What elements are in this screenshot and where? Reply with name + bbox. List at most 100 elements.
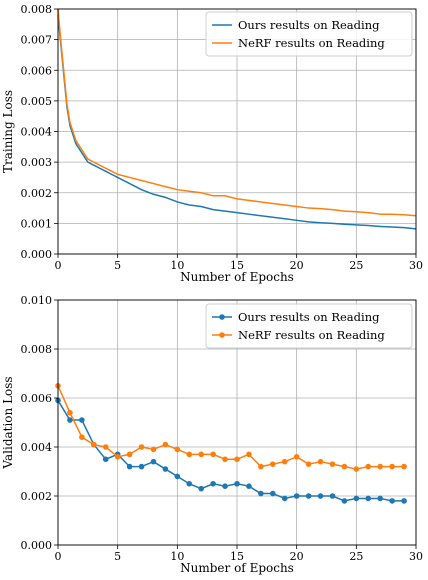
legend-label-1: NeRF results on Reading — [238, 36, 385, 50]
y-tick-label-3: 0.006 — [21, 392, 53, 405]
y-tick-label-8: 0.008 — [21, 3, 53, 16]
series-1-point-16 — [246, 451, 252, 458]
y-tick-label-4: 0.008 — [21, 343, 53, 356]
x-tick-label-6: 30 — [409, 259, 423, 272]
series-1-point-12 — [198, 451, 204, 458]
series-0-point-29 — [401, 498, 407, 504]
series-1-point-21 — [305, 461, 312, 467]
series-1-point-9 — [162, 441, 169, 448]
x-tick-label-6: 30 — [409, 550, 423, 563]
series-1-point-20 — [293, 454, 300, 460]
series-1-point-19 — [281, 458, 288, 465]
series-0-point-1 — [67, 417, 73, 423]
x-tick-label-4: 20 — [290, 259, 304, 272]
y-tick-label-3: 0.003 — [21, 156, 53, 169]
legend: Ours results on Reading NeRF results on R… — [205, 303, 413, 349]
y-tick-label-0: 0.000 — [21, 539, 53, 552]
series-0-point-6 — [126, 463, 133, 470]
y-tick-label-7: 0.007 — [21, 34, 53, 47]
y-tick-label-4: 0.004 — [21, 126, 53, 139]
series-0-point-26 — [365, 495, 372, 502]
y-tick-label-1: 0.001 — [21, 217, 53, 230]
series-0-point-15 — [234, 480, 240, 487]
series-0-point-7 — [138, 463, 145, 470]
series-0-point-11 — [186, 480, 193, 487]
x-axis-label: Number of Epochs — [180, 561, 294, 575]
y-axis-label: Training Loss — [1, 90, 15, 173]
series-0-point-13 — [210, 480, 216, 487]
series-line-1 — [57, 8, 417, 217]
y-axis-label: Validation Loss — [1, 376, 15, 469]
series-1-point-7 — [138, 444, 145, 450]
legend-marker-1 — [219, 332, 225, 338]
series-0-point-16 — [246, 483, 252, 490]
legend-label-0: Ours results on Reading — [238, 310, 380, 324]
series-1-point-17 — [258, 463, 264, 470]
series-1-point-3 — [91, 441, 97, 448]
series-0-point-14 — [222, 483, 228, 490]
y-tick-label-5: 0.005 — [21, 95, 53, 108]
series-1-point-13 — [210, 451, 216, 458]
series-0-point-19 — [281, 495, 288, 502]
x-tick-label-4: 20 — [290, 550, 304, 563]
series-1-point-22 — [317, 458, 324, 465]
y-tick-label-2: 0.002 — [21, 187, 53, 200]
series-0-point-12 — [198, 485, 204, 492]
series-1-point-6 — [126, 451, 133, 458]
legend-box — [205, 303, 413, 349]
series-0-point-2 — [79, 417, 85, 423]
series-1-point-25 — [353, 466, 360, 472]
y-tick-label-0: 0.000 — [21, 248, 53, 261]
legend-label-0: Ours results on Reading — [238, 18, 380, 32]
series-1-point-27 — [377, 463, 384, 470]
series-1-point-24 — [341, 463, 348, 470]
series-1-point-11 — [186, 451, 193, 458]
series-0-point-25 — [353, 495, 360, 502]
x-tick-label-1: 5 — [114, 259, 121, 272]
series-1-point-18 — [270, 461, 276, 467]
series-0-point-18 — [270, 490, 276, 497]
series-1-point-26 — [365, 463, 372, 470]
x-tick-label-5: 25 — [349, 259, 363, 272]
series-0-point-28 — [389, 498, 395, 504]
series-1-point-28 — [389, 463, 395, 470]
series-1-point-8 — [150, 446, 157, 453]
series-0-point-4 — [102, 456, 109, 463]
series-1-point-1 — [67, 409, 73, 416]
series-0-point-17 — [258, 490, 264, 497]
x-tick-label-0: 0 — [55, 259, 62, 272]
legend-box — [205, 11, 413, 57]
y-tick-label-1: 0.002 — [21, 490, 53, 503]
series-0-point-20 — [293, 493, 300, 499]
series-0-point-9 — [162, 466, 169, 472]
legend-marker-0 — [219, 314, 225, 320]
x-tick-label-2: 10 — [170, 259, 184, 272]
series-1-point-4 — [102, 444, 109, 450]
series-1-point-14 — [222, 456, 228, 463]
series-1-point-29 — [401, 463, 407, 470]
series-0-point-24 — [341, 498, 348, 504]
series-1-point-2 — [79, 434, 85, 441]
x-axis-label: Number of Epochs — [180, 270, 294, 284]
x-tick-label-3: 15 — [230, 550, 244, 563]
series-0-point-8 — [150, 458, 157, 465]
y-tick-label-6: 0.006 — [21, 64, 53, 77]
y-tick-label-5: 0.010 — [21, 294, 53, 307]
series-1-point-5 — [114, 454, 121, 460]
series-1-point-10 — [174, 446, 181, 453]
validation-loss-chart: 0 5 10 15 20 25 30 0.000 0.002 0.004 0.006 0.008 0.0… — [1, 294, 423, 575]
legend: Ours results on Reading NeRF results on R… — [205, 11, 413, 57]
series-0-point-23 — [329, 493, 336, 499]
x-tick-label-2: 10 — [170, 550, 184, 563]
series-0-point-10 — [174, 473, 181, 480]
x-tick-label-0: 0 — [55, 550, 62, 563]
x-tick-label-1: 5 — [114, 550, 121, 563]
series-0-point-27 — [377, 495, 384, 502]
training-loss-chart: 0 5 10 15 20 25 30 0.000 0.001 0.002 0.003 0.004 0.0… — [1, 3, 423, 284]
series-1-point-15 — [234, 456, 240, 463]
series-0-point-22 — [317, 493, 324, 499]
x-tick-label-5: 25 — [349, 550, 363, 563]
series-0-point-21 — [305, 493, 312, 499]
x-tick-label-3: 15 — [230, 259, 244, 272]
